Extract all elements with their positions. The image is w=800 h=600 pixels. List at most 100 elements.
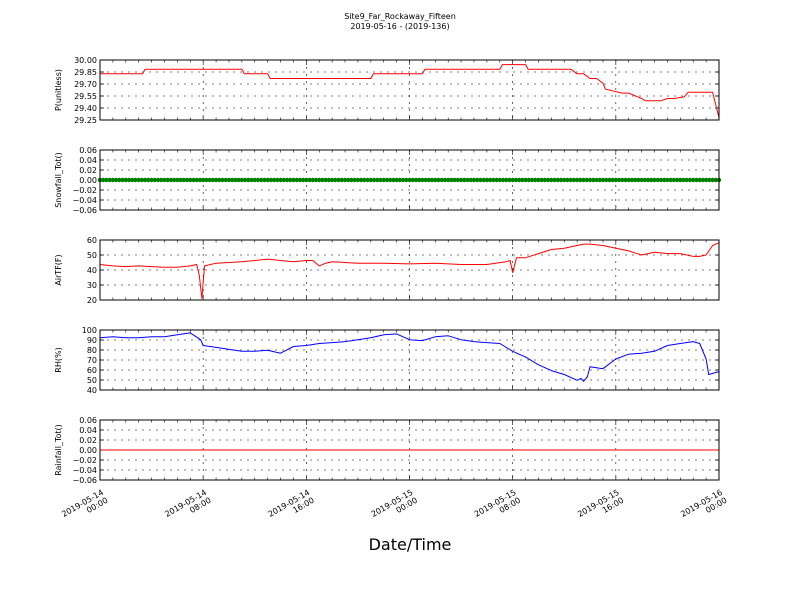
x-tick-label: 2019-05-1408:00 xyxy=(163,488,212,527)
snowfall-point xyxy=(313,177,319,183)
snowfall-point xyxy=(475,177,480,183)
rh-y-tick-label: 80 xyxy=(87,346,97,355)
rainfall-y-tick-label: −0.04 xyxy=(72,466,97,475)
airtemp-frame xyxy=(99,239,720,301)
snowfall-point xyxy=(500,177,506,183)
pressure-series-line xyxy=(100,64,720,118)
snowfall-point xyxy=(342,177,348,183)
snowfall-point xyxy=(600,177,606,183)
snowfall-point xyxy=(658,177,664,183)
pressure-y-tick-label: 30.00 xyxy=(74,56,97,65)
snowfall-point xyxy=(487,177,493,183)
snowfall-point xyxy=(616,177,622,183)
snowfall-point xyxy=(258,177,264,183)
snowfall-point xyxy=(358,177,364,183)
snowfall-point xyxy=(181,177,187,183)
snowfall-point xyxy=(236,177,241,183)
snowfall-point xyxy=(165,177,170,183)
snowfall-point xyxy=(632,177,638,183)
snowfall-point xyxy=(368,177,374,183)
snowfall-point xyxy=(288,177,293,183)
rainfall-y-tick-label: 0.02 xyxy=(79,436,97,445)
rainfall-y-axis-label: Rainfall_Tot() xyxy=(54,424,63,476)
snowfall-point xyxy=(339,177,344,183)
snowfall-y-axis-label: Snowfall_Tot() xyxy=(54,152,63,208)
snowfall-point xyxy=(597,177,602,183)
snowfall-point xyxy=(126,177,132,183)
snowfall-point xyxy=(565,177,570,183)
pressure-y-axis-label: P(unitless) xyxy=(54,69,63,111)
snowfall-point xyxy=(297,177,303,183)
snowfall-point xyxy=(555,177,561,183)
snowfall-point xyxy=(697,177,702,183)
snowfall-point xyxy=(568,177,573,183)
snowfall-point xyxy=(336,177,341,183)
snowfall-point xyxy=(146,177,151,183)
pressure-frame xyxy=(99,59,720,121)
snowfall-point xyxy=(197,177,203,183)
rainfall-y-tick-label: 0.04 xyxy=(79,426,97,435)
snowfall-point xyxy=(665,177,670,183)
rainfall-frame xyxy=(99,419,720,481)
snowfall-point xyxy=(571,177,577,183)
snowfall-point xyxy=(284,177,290,183)
snowfall-point xyxy=(291,177,296,183)
snowfall-point xyxy=(413,177,419,183)
snowfall-point xyxy=(442,177,448,183)
snowfall-point xyxy=(478,177,483,183)
snowfall-point xyxy=(674,177,680,183)
snowfall-point xyxy=(210,177,216,183)
snowfall-point xyxy=(407,177,412,183)
snowfall-point xyxy=(184,177,190,183)
x-tick-labels: 2019-05-1400:00 2019-05-1408:00 2019-05-14… xyxy=(60,488,728,527)
pressure-y-tick-label: 29.85 xyxy=(74,68,97,77)
snowfall-point xyxy=(703,177,709,183)
snowfall-point xyxy=(410,177,415,183)
snowfall-point xyxy=(175,177,180,183)
snowfall-y-tick-label: −0.04 xyxy=(72,196,97,205)
pressure-y-tick-label: 29.25 xyxy=(74,116,97,125)
snowfall-point xyxy=(104,177,109,183)
snowfall-point xyxy=(101,177,106,183)
snowfall-point xyxy=(123,177,128,183)
snowfall-point xyxy=(378,177,383,183)
snowfall-point xyxy=(107,177,112,183)
snowfall-point xyxy=(139,177,145,183)
snowfall-point xyxy=(142,177,148,183)
snowfall-point xyxy=(626,177,631,183)
snowfall-point xyxy=(323,177,328,183)
snowfall-point xyxy=(452,177,457,183)
chart-title: Site9_Far_Rockaway_Fifteen xyxy=(344,12,456,21)
snowfall-point xyxy=(558,177,564,183)
snowfall-point xyxy=(510,177,515,183)
snowfall-point xyxy=(130,177,135,183)
rh-y-axis-label: RH(%) xyxy=(54,347,63,372)
snowfall-point xyxy=(213,177,219,183)
snowfall-point xyxy=(710,177,715,183)
snowfall-panel: 0.060.040.020.00−0.02−0.04−0.06 Snowfall_… xyxy=(54,146,722,215)
snowfall-point xyxy=(246,177,251,183)
x-tick-label: 2019-05-1400:00 xyxy=(60,488,109,527)
snowfall-point xyxy=(587,177,593,183)
snowfall-point xyxy=(649,177,654,183)
snowfall-point xyxy=(516,177,522,183)
snowfall-point xyxy=(320,177,325,183)
airtemp-y-tick-label: 60 xyxy=(87,236,97,245)
snowfall-point xyxy=(678,177,683,183)
snowfall-point xyxy=(691,177,696,183)
snowfall-point xyxy=(449,177,454,183)
snowfall-point xyxy=(226,177,232,183)
pressure-panel: 30.00 29.85 29.70 29.55 29.40 29.25 P(unitless… xyxy=(54,56,720,125)
snowfall-point xyxy=(684,177,689,183)
snowfall-point xyxy=(268,177,274,183)
snowfall-point xyxy=(249,177,254,183)
snowfall-point xyxy=(700,177,706,183)
snowfall-point xyxy=(310,177,315,183)
snowfall-point xyxy=(481,177,486,183)
airtemp-y-tick-label: 20 xyxy=(87,296,97,305)
snowfall-point xyxy=(194,177,199,183)
snowfall-point xyxy=(584,177,590,183)
snowfall-point xyxy=(371,177,377,183)
snowfall-point xyxy=(178,177,183,183)
snowfall-point xyxy=(191,177,196,183)
